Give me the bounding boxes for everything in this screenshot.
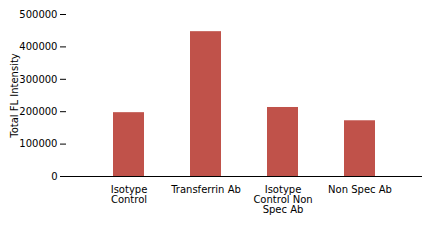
svg-text:IsotypeControl NonSpec Ab: IsotypeControl NonSpec Ab [253, 184, 312, 215]
svg-text:400000: 400000 [19, 41, 57, 52]
svg-text:300000: 300000 [19, 74, 57, 85]
svg-text:IsotypeControl: IsotypeControl [111, 184, 148, 205]
svg-text:Total FL Intensity: Total FL Intensity [9, 53, 20, 139]
svg-text:0: 0 [51, 171, 57, 182]
svg-text:Transferrin Ab: Transferrin Ab [170, 184, 241, 195]
svg-text:200000: 200000 [19, 106, 57, 117]
svg-text:500000: 500000 [19, 9, 57, 20]
svg-text:Non Spec Ab: Non Spec Ab [328, 184, 392, 195]
svg-text:100000: 100000 [19, 138, 57, 149]
